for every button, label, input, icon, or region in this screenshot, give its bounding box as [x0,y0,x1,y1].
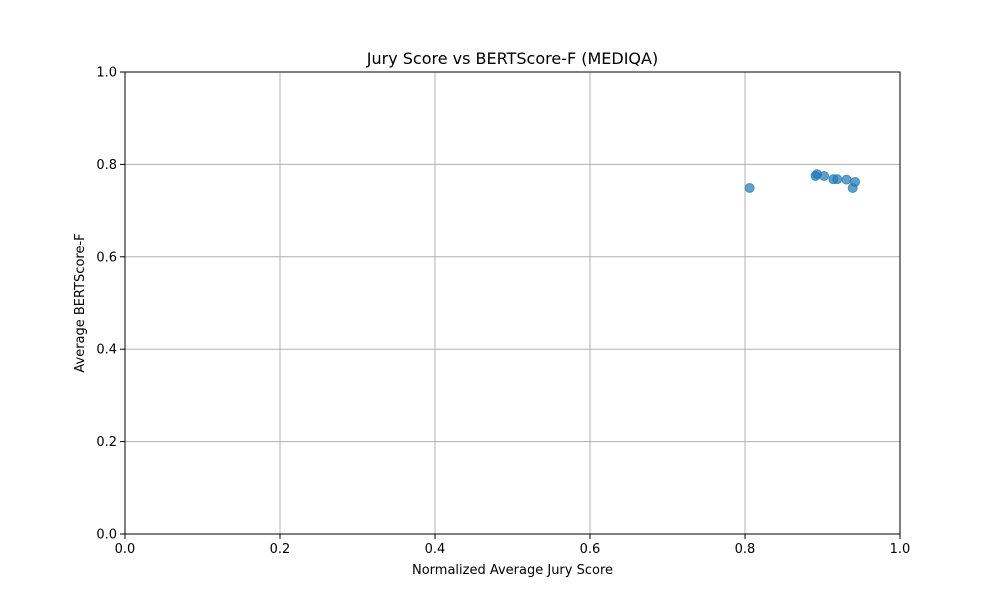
x-tick-label: 1.0 [890,542,911,557]
y-tick-label: 0.6 [96,250,117,265]
scatter-point [850,176,861,187]
x-tick-label: 0.4 [425,542,446,557]
axis-ticks: 0.0 0.2 0.4 0.6 0.8 1.0 0.0 0.2 0.4 0.6 0.8 1.0 [96,66,910,558]
data-points [744,169,861,193]
y-tick-label: 0.2 [96,435,117,450]
y-tick-label: 0.4 [96,343,117,358]
scatter-point [819,170,830,181]
y-tick-label: 0.0 [96,528,117,543]
plot-area-frame [124,71,901,535]
x-tick-label: 0.6 [580,542,601,557]
x-tick-label: 0.2 [270,542,291,557]
scatter-point [744,182,755,193]
x-tick-label: 0.0 [115,542,136,557]
x-tick-label: 0.8 [735,542,756,557]
chart-title: Jury Score vs BERTScore-F (MEDIQA) [366,49,658,68]
scatter-point [841,174,852,185]
y-tick-label: 0.8 [96,158,117,173]
y-tick-label: 1.0 [96,66,117,81]
x-axis-label: Normalized Average Jury Score [412,563,613,578]
y-axis-label: Average BERTScore-F [73,233,88,372]
scatter-point [832,174,843,185]
grid-lines [124,71,901,535]
